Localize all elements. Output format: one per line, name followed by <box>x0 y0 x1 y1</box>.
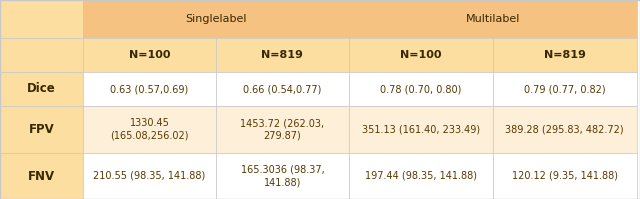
Bar <box>83 106 216 153</box>
Text: N=100: N=100 <box>129 50 170 60</box>
Bar <box>349 153 493 199</box>
Bar <box>493 153 637 199</box>
Bar <box>493 38 637 72</box>
Text: 351.13 (161.40, 233.49): 351.13 (161.40, 233.49) <box>362 125 480 135</box>
Text: FPV: FPV <box>29 123 54 136</box>
Bar <box>0 72 83 106</box>
Bar <box>493 106 637 153</box>
Bar <box>493 72 637 106</box>
Bar <box>83 0 349 38</box>
Bar <box>83 72 216 106</box>
Text: 120.12 (9.35, 141.88): 120.12 (9.35, 141.88) <box>512 171 618 181</box>
Bar <box>83 38 216 72</box>
Text: N=819: N=819 <box>262 50 303 60</box>
Text: Singlelabel: Singlelabel <box>185 14 247 24</box>
Text: Multilabel: Multilabel <box>466 14 520 24</box>
Bar <box>349 106 493 153</box>
Text: 0.78 (0.70, 0.80): 0.78 (0.70, 0.80) <box>380 84 461 94</box>
Text: 0.79 (0.77, 0.82): 0.79 (0.77, 0.82) <box>524 84 605 94</box>
Text: 1453.72 (262.03,
279.87): 1453.72 (262.03, 279.87) <box>241 118 324 141</box>
Bar <box>349 38 493 72</box>
Bar <box>0 38 83 72</box>
Text: 389.28 (295.83, 482.72): 389.28 (295.83, 482.72) <box>506 125 624 135</box>
Bar <box>216 153 349 199</box>
Bar <box>0 106 83 153</box>
Text: 0.66 (0.54,0.77): 0.66 (0.54,0.77) <box>243 84 321 94</box>
Bar <box>0 153 83 199</box>
Text: 210.55 (98.35, 141.88): 210.55 (98.35, 141.88) <box>93 171 205 181</box>
Bar <box>216 72 349 106</box>
Bar <box>83 153 216 199</box>
Text: N=819: N=819 <box>544 50 586 60</box>
Text: Dice: Dice <box>28 83 56 96</box>
Text: 0.63 (0.57,0.69): 0.63 (0.57,0.69) <box>111 84 189 94</box>
Bar <box>216 38 349 72</box>
Text: N=100: N=100 <box>400 50 442 60</box>
Bar <box>0 0 83 38</box>
Bar <box>349 0 637 38</box>
Text: 197.44 (98.35, 141.88): 197.44 (98.35, 141.88) <box>365 171 477 181</box>
Text: 165.3036 (98.37,
141.88): 165.3036 (98.37, 141.88) <box>241 165 324 187</box>
Text: 1330.45
(165.08,256.02): 1330.45 (165.08,256.02) <box>110 118 189 141</box>
Text: FNV: FNV <box>28 170 55 182</box>
Bar <box>349 72 493 106</box>
Bar <box>216 106 349 153</box>
